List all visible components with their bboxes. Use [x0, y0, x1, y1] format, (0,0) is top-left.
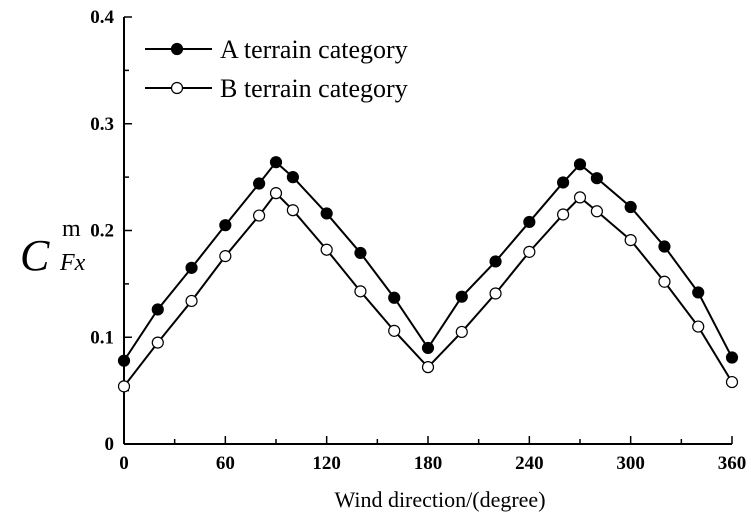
y-tick-label: 0 — [105, 434, 115, 455]
data-point-a — [354, 246, 367, 260]
data-point-b — [219, 250, 232, 263]
data-point-a — [269, 156, 283, 169]
data-point-a — [219, 219, 232, 232]
x-tick-label: 240 — [515, 453, 544, 474]
y-axis-title: C m Fx — [20, 216, 86, 280]
data-point-b — [269, 187, 283, 200]
data-point-a — [523, 215, 536, 229]
data-point-a — [489, 255, 502, 268]
data-point-b — [573, 191, 587, 204]
x-tick-label: 360 — [718, 453, 747, 474]
data-point-a — [725, 351, 739, 364]
data-point-b — [692, 320, 705, 333]
x-tick-label: 300 — [616, 453, 645, 474]
y-axis-title-subscript: Fx — [59, 250, 86, 276]
data-point-a — [624, 200, 637, 214]
y-axis-title-superscript: m — [62, 216, 81, 242]
data-point-a — [421, 341, 435, 355]
legend-marker-filled — [170, 42, 184, 56]
y-tick-label: 0.2 — [90, 221, 114, 242]
data-point-a — [286, 171, 299, 184]
data-point-b — [523, 245, 536, 258]
data-point-b — [320, 243, 333, 256]
data-point-a — [117, 354, 131, 367]
data-point-b — [253, 209, 266, 222]
data-point-b — [590, 205, 603, 218]
x-tick-label: 180 — [414, 453, 443, 474]
data-point-a — [557, 176, 570, 189]
plot-area: 0 60 120 180 240 300 360 0 0.1 0.2 0.3 0.4 — [90, 7, 746, 474]
data-point-b — [421, 361, 435, 374]
x-tick-label: 60 — [216, 453, 235, 474]
data-point-b — [185, 294, 198, 308]
series-line-a — [123, 160, 733, 362]
data-point-b — [557, 208, 570, 221]
legend-entry-a: A terrain category — [145, 35, 408, 64]
legend-label-b: B terrain category — [220, 74, 408, 103]
data-point-b — [354, 285, 367, 298]
data-point-a — [185, 261, 198, 274]
x-tick-label: 120 — [312, 453, 341, 474]
data-point-b — [725, 375, 739, 389]
data-point-a — [388, 291, 401, 304]
legend-entry-b: B terrain category — [145, 74, 408, 103]
data-point-a — [320, 207, 333, 220]
legend-label-a: A terrain category — [220, 35, 408, 64]
data-point-a — [590, 172, 603, 185]
data-point-b — [388, 324, 401, 337]
x-tick-label: 0 — [119, 453, 129, 474]
data-point-b — [624, 234, 637, 247]
data-point-a — [151, 303, 164, 316]
legend: A terrain category B terrain category — [145, 35, 408, 103]
data-point-a — [253, 177, 266, 190]
data-point-a — [455, 290, 468, 303]
y-tick-label: 0.4 — [90, 7, 114, 28]
y-tick-label: 0.3 — [90, 114, 114, 135]
data-point-b — [658, 275, 671, 288]
data-point-b — [489, 287, 502, 300]
data-point-b — [286, 204, 299, 217]
data-point-b — [455, 325, 468, 339]
x-axis-title: Wind direction/(degree) — [334, 487, 545, 512]
series-line-b — [123, 191, 733, 387]
legend-marker-open — [170, 81, 184, 95]
y-tick-label: 0.1 — [90, 327, 114, 348]
data-point-b — [117, 380, 131, 393]
data-point-a — [692, 286, 705, 299]
data-point-b — [151, 336, 164, 349]
data-point-a — [658, 240, 671, 253]
y-axis-title-main: C — [20, 231, 50, 280]
data-point-a — [573, 158, 587, 171]
